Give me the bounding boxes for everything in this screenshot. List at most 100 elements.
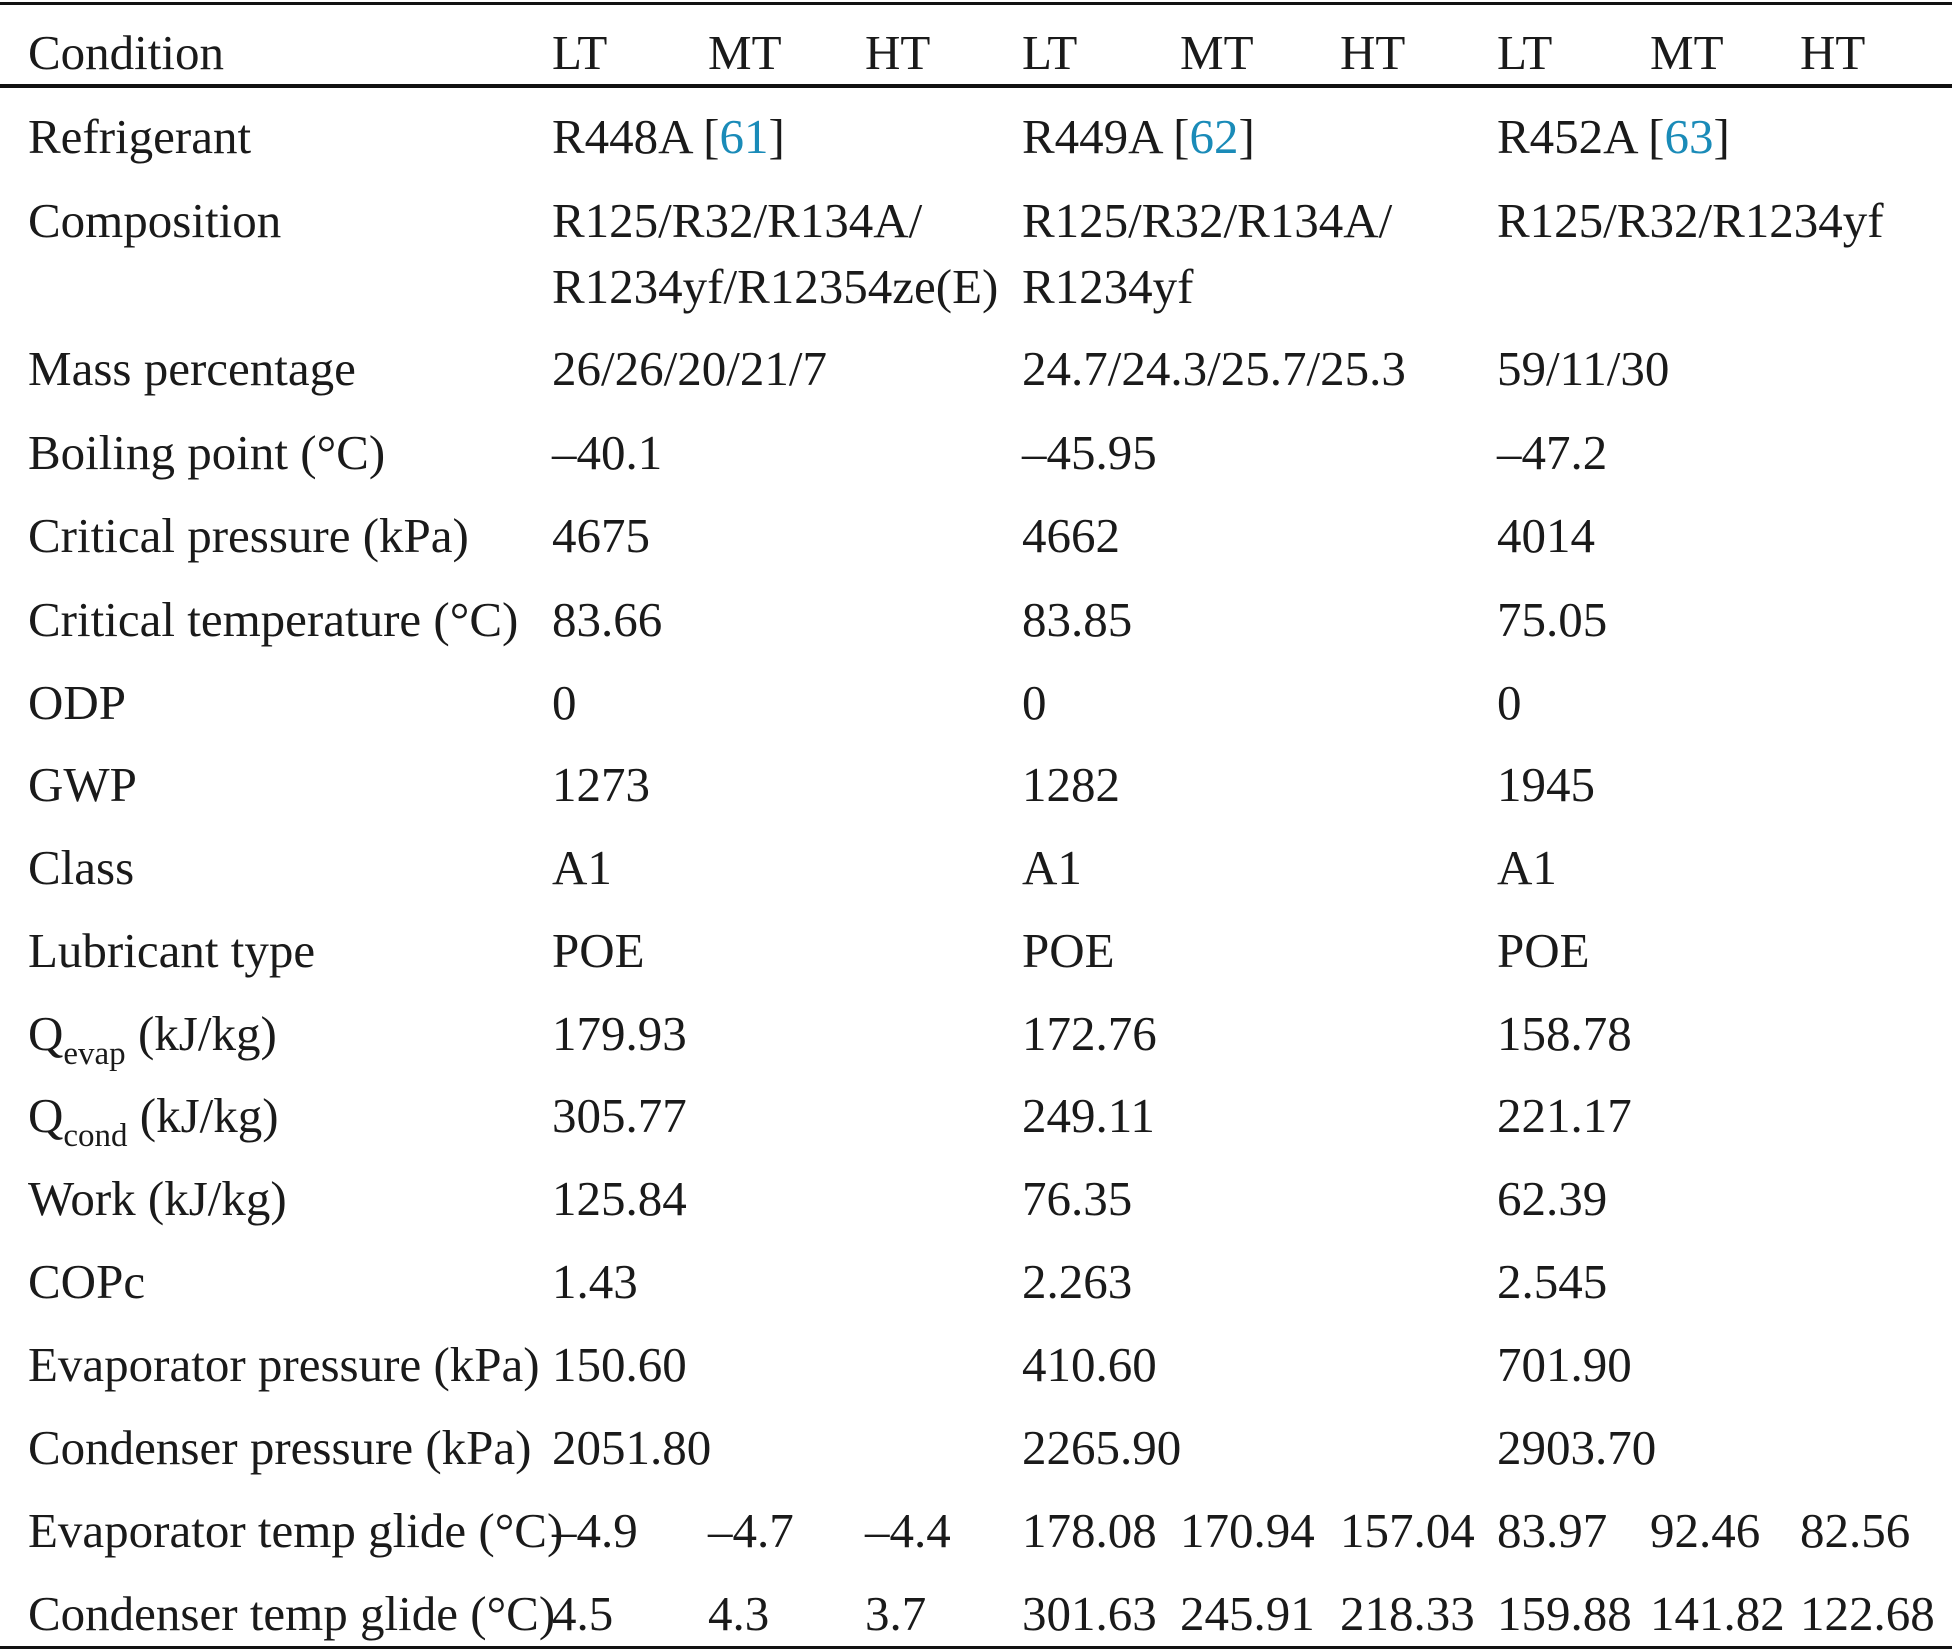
table-cell: 125.84 (552, 1171, 687, 1226)
table-cell: 1282 (1022, 757, 1120, 812)
table-cell: 26/26/20/21/7 (552, 341, 827, 396)
table-cell: 4.5 (552, 1586, 614, 1641)
refrigerant-cell: R452A [63] (1497, 109, 1730, 164)
table-cell: 178.08 (1022, 1503, 1157, 1558)
table-cell: 1.43 (552, 1254, 638, 1309)
table-cell: 150.60 (552, 1337, 687, 1392)
table-cell: 301.63 (1022, 1586, 1157, 1641)
header-col: MT (1650, 25, 1724, 80)
table-cell: 82.56 (1800, 1503, 1911, 1558)
row-label: Condenser temp glide (°C) (28, 1586, 556, 1641)
row-label: Composition (28, 193, 282, 248)
table-cell: 62.39 (1497, 1171, 1608, 1226)
table-cell: 4662 (1022, 508, 1120, 563)
row-label: Refrigerant (28, 109, 252, 164)
table-cell: 1273 (552, 757, 650, 812)
table-cell: 24.7/24.3/25.7/25.3 (1022, 341, 1406, 396)
table-cell: –47.2 (1497, 425, 1608, 480)
reference-link[interactable]: 62 (1189, 109, 1239, 164)
table-cell: 410.60 (1022, 1337, 1157, 1392)
row-label: Class (28, 840, 135, 895)
table-cell: 2.545 (1497, 1254, 1608, 1309)
header-rule (0, 84, 1952, 88)
table-cell: A1 (1022, 840, 1082, 895)
table-cell: 157.04 (1340, 1503, 1475, 1558)
table-cell: 0 (1497, 675, 1522, 730)
table-cell: 83.97 (1497, 1503, 1608, 1558)
table-cell: 2903.70 (1497, 1420, 1657, 1475)
row-label: GWP (28, 757, 137, 812)
table-cell: POE (552, 923, 645, 978)
table-cell: 158.78 (1497, 1006, 1632, 1061)
top-rule (0, 2, 1952, 5)
composition-cell: R1234yf/R12354ze(E) (552, 259, 999, 314)
refrigerant-cell: R449A [62] (1022, 109, 1255, 164)
table-cell: 221.17 (1497, 1088, 1632, 1143)
table-cell: A1 (1497, 840, 1557, 895)
reference-link[interactable]: 61 (719, 109, 769, 164)
row-label: Evaporator pressure (kPa) (28, 1337, 540, 1392)
header-col: LT (552, 25, 608, 80)
composition-cell: R125/R32/R134A/ (1022, 193, 1393, 248)
header-col: LT (1022, 25, 1078, 80)
table-cell: –40.1 (552, 425, 663, 480)
row-label: Mass percentage (28, 341, 356, 396)
header-col: MT (708, 25, 782, 80)
table-cell: 0 (552, 675, 577, 730)
table-cell: 3.7 (865, 1586, 927, 1641)
table-cell: –4.4 (865, 1503, 951, 1558)
table-cell: A1 (552, 840, 612, 895)
table-cell: –4.7 (708, 1503, 794, 1558)
header-condition: Condition (28, 25, 225, 80)
reference-link[interactable]: 63 (1664, 109, 1714, 164)
header-col: HT (1340, 25, 1406, 80)
table-cell: 218.33 (1340, 1586, 1475, 1641)
table-cell: 83.85 (1022, 592, 1133, 647)
row-label: COPc (28, 1254, 146, 1309)
refrigerant-cell: R448A [61] (552, 109, 785, 164)
row-label: ODP (28, 675, 127, 730)
row-label: Work (kJ/kg) (28, 1171, 287, 1226)
table-cell: POE (1022, 923, 1115, 978)
header-col: LT (1497, 25, 1553, 80)
table-cell: 92.46 (1650, 1503, 1761, 1558)
table-cell: 249.11 (1022, 1088, 1155, 1143)
table-row: Composition R125/R32/R134A/ R1234yf/R123… (0, 188, 1952, 320)
table-cell: 1945 (1497, 757, 1595, 812)
table-cell: 172.76 (1022, 1006, 1157, 1061)
composition-cell: R125/R32/R1234yf (1497, 193, 1884, 248)
table-cell: 0 (1022, 675, 1047, 730)
table-cell: 141.82 (1650, 1586, 1785, 1641)
header-col: MT (1180, 25, 1254, 80)
table-cell: 2265.90 (1022, 1420, 1182, 1475)
table-cell: 2.263 (1022, 1254, 1133, 1309)
header-col: HT (865, 25, 931, 80)
table-cell: –4.9 (552, 1503, 638, 1558)
table-cell: 83.66 (552, 592, 663, 647)
row-label: Condenser pressure (kPa) (28, 1420, 532, 1475)
table-cell: 4014 (1497, 508, 1595, 563)
composition-cell: R1234yf (1022, 259, 1194, 314)
row-label: Boiling point (°C) (28, 425, 386, 480)
composition-cell: R125/R32/R134A/ (552, 193, 923, 248)
table-cell: 4675 (552, 508, 650, 563)
bottom-rule (0, 1646, 1952, 1649)
table-cell: 76.35 (1022, 1171, 1133, 1226)
table-cell: 305.77 (552, 1088, 687, 1143)
table-cell: 2051.80 (552, 1420, 712, 1475)
table-cell: 245.91 (1180, 1586, 1315, 1641)
table-cell: 59/11/30 (1497, 341, 1670, 396)
row-label: Critical temperature (°C) (28, 592, 519, 647)
row-label: Qevap (kJ/kg) (28, 1006, 277, 1072)
table-cell: 159.88 (1497, 1586, 1632, 1641)
table-cell: 701.90 (1497, 1337, 1632, 1392)
table-cell: 75.05 (1497, 592, 1608, 647)
row-label: Qcond (kJ/kg) (28, 1088, 279, 1154)
table-cell: 179.93 (552, 1006, 687, 1061)
table-cell: 170.94 (1180, 1503, 1315, 1558)
table-cell: 4.3 (708, 1586, 770, 1641)
row-label: Lubricant type (28, 923, 316, 978)
table-cell: –45.95 (1022, 425, 1157, 480)
row-label: Evaporator temp glide (°C) (28, 1503, 564, 1558)
table-cell: 122.68 (1800, 1586, 1935, 1641)
